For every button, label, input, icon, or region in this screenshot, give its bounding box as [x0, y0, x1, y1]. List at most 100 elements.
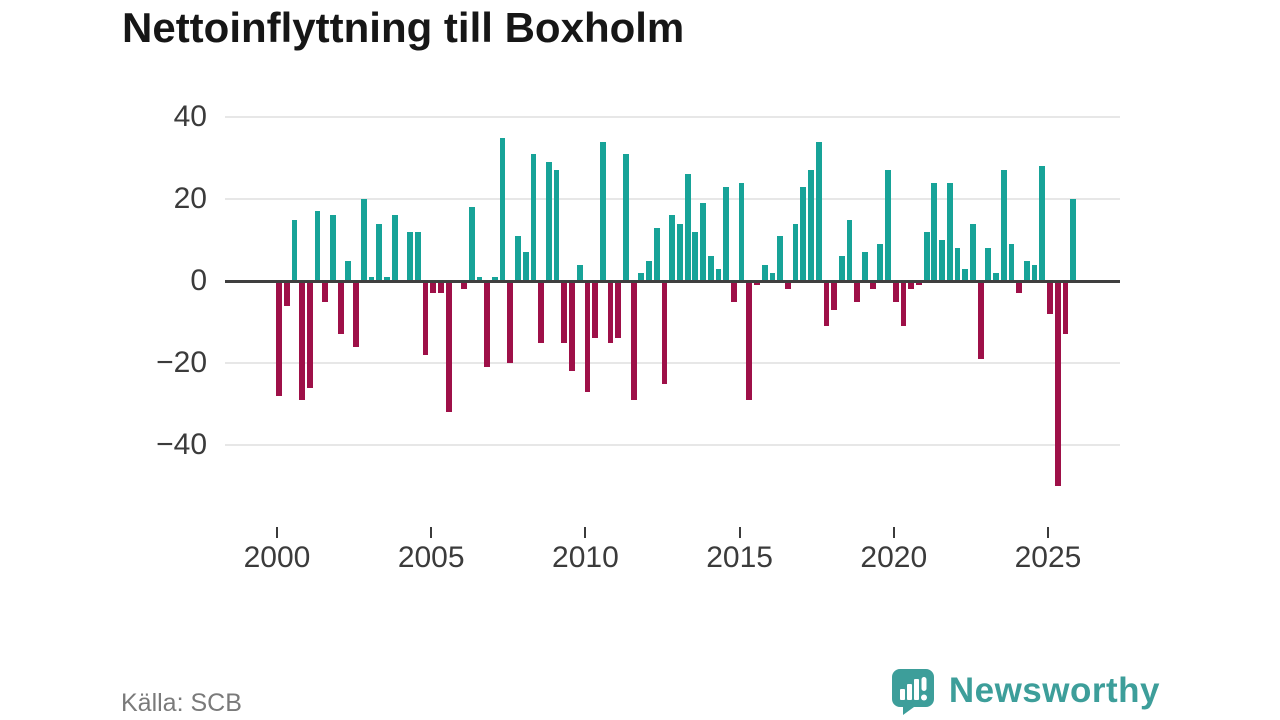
x-axis-label: 2015 — [706, 541, 773, 574]
bar-positive — [846, 219, 853, 281]
y-axis-label: 20 — [173, 182, 207, 215]
bar-positive — [376, 223, 383, 281]
bar-negative — [592, 281, 598, 339]
y-axis-label: 40 — [173, 100, 207, 133]
gridline — [225, 116, 1120, 118]
bar-negative — [1062, 281, 1069, 335]
bar-positive — [931, 182, 938, 281]
bar-negative — [754, 281, 760, 286]
bar-negative — [299, 281, 306, 400]
bar-positive — [530, 153, 537, 281]
bar-negative — [283, 281, 290, 306]
bar-negative — [561, 281, 568, 343]
bar-negative — [484, 281, 491, 368]
x-axis-tick — [584, 527, 587, 538]
bar-positive — [515, 235, 521, 281]
bar-negative — [630, 281, 637, 400]
bar-negative — [661, 281, 668, 384]
bar-chart-speech-bubble-icon — [890, 667, 936, 715]
x-axis-label: 2010 — [552, 541, 619, 574]
bar-positive — [1000, 170, 1007, 281]
x-axis-tick — [892, 527, 895, 538]
bar-positive — [330, 215, 336, 281]
zero-axis-line — [225, 279, 1120, 283]
bar-negative — [438, 281, 444, 294]
bar-positive — [314, 211, 321, 281]
bar-negative — [584, 281, 591, 392]
bar-negative — [607, 281, 614, 343]
bar-positive — [391, 215, 398, 281]
bar-negative — [615, 281, 622, 339]
bar-positive — [993, 272, 999, 281]
bar-positive — [499, 137, 506, 281]
bar-positive — [414, 231, 421, 281]
bar-positive — [808, 170, 814, 281]
bar-positive — [476, 276, 483, 281]
x-axis-label: 2005 — [397, 541, 465, 574]
bar-positive — [877, 244, 884, 281]
bar-negative — [823, 281, 830, 327]
bar-positive — [653, 227, 660, 281]
bar-positive — [522, 252, 529, 281]
bar-positive — [576, 264, 583, 281]
bar-negative — [900, 281, 907, 327]
bar-positive — [862, 252, 868, 281]
bar-positive — [954, 248, 961, 281]
bar-positive — [553, 170, 560, 281]
bar-positive — [885, 170, 891, 281]
bar-positive — [291, 219, 298, 281]
bar-positive — [985, 248, 992, 281]
bar-positive — [715, 268, 722, 281]
bar-negative — [1047, 281, 1053, 314]
bar-positive — [669, 215, 676, 281]
bar-negative — [746, 281, 753, 400]
gridline — [225, 362, 1120, 364]
bar-positive — [970, 223, 976, 281]
bar-positive — [599, 141, 606, 281]
bar-positive — [723, 186, 730, 281]
x-axis-tick — [738, 527, 741, 538]
bar-positive — [646, 260, 652, 281]
x-axis-label: 2000 — [243, 541, 311, 574]
bar-positive — [407, 231, 413, 281]
bar-negative — [892, 281, 899, 302]
bar-positive — [946, 182, 953, 281]
bar-negative — [445, 281, 452, 413]
bar-positive — [815, 141, 822, 281]
bar-negative — [831, 281, 838, 310]
bar-positive — [384, 276, 390, 281]
bar-positive — [738, 182, 745, 281]
bar-negative — [569, 281, 575, 372]
bar-negative — [730, 281, 737, 302]
newsworthy-logo: Newsworthy — [890, 666, 1160, 716]
bar-positive — [1039, 166, 1046, 281]
bar-negative — [276, 281, 282, 396]
brand-wordmark: Newsworthy — [948, 671, 1160, 710]
x-axis-tick — [276, 527, 278, 538]
bar-positive — [761, 264, 768, 281]
bar-positive — [623, 153, 629, 281]
bar-positive — [707, 256, 714, 281]
bar-positive — [677, 223, 683, 281]
x-axis-label: 2025 — [1014, 541, 1082, 574]
bar-negative — [430, 281, 437, 294]
bar-negative — [869, 281, 876, 290]
bar-positive — [368, 276, 375, 281]
bar-positive — [1023, 260, 1030, 281]
bar-positive — [838, 256, 845, 281]
x-axis-label: 2020 — [860, 541, 928, 574]
bar-negative — [854, 281, 861, 302]
bar-positive — [360, 199, 367, 281]
source-label: Källa: SCB — [121, 689, 242, 717]
bar-positive — [769, 272, 776, 281]
bar-positive — [692, 231, 699, 281]
bar-positive — [800, 186, 807, 281]
bar-negative — [908, 281, 915, 290]
bar-positive — [491, 276, 498, 281]
chart-title: Nettoinflyttning till Boxholm — [122, 4, 685, 51]
gridline — [225, 444, 1120, 446]
bar-positive — [962, 268, 969, 281]
bar-negative — [353, 281, 359, 347]
